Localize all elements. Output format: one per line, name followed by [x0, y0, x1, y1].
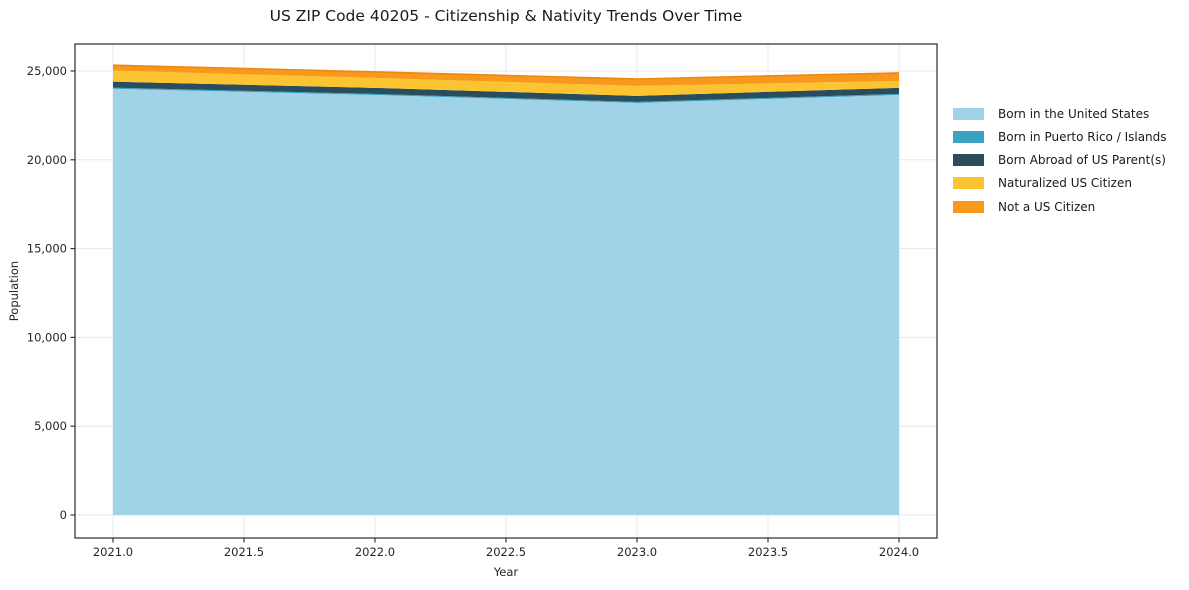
y-tick-label: 20,000 [27, 153, 67, 167]
y-tick-label: 10,000 [27, 330, 67, 344]
legend-label: Born Abroad of US Parent(s) [998, 153, 1166, 168]
y-tick-label: 15,000 [27, 242, 67, 256]
x-axis-label: Year [493, 565, 519, 579]
y-tick-label: 5,000 [34, 419, 67, 433]
legend: Born in the United States Born in Puerto … [953, 106, 1167, 214]
tick-labels: 2021.0 2021.5 2022.0 2022.5 2023.0 2023.5 2024… [27, 64, 919, 559]
y-tick-label: 25,000 [27, 64, 67, 78]
x-tick-label: 2022.5 [486, 545, 526, 559]
x-tick-label: 2023.0 [617, 545, 657, 559]
legend-label: Born in Puerto Rico / Islands [998, 129, 1167, 144]
legend-swatch [953, 130, 984, 143]
legend-label: Naturalized US Citizen [998, 176, 1132, 191]
x-tick-label: 2021.0 [93, 545, 133, 559]
x-tick-label: 2023.5 [748, 545, 788, 559]
stacked-areas [112, 64, 900, 516]
x-tick-label: 2021.5 [224, 545, 264, 559]
legend-label: Born in the United States [998, 106, 1150, 121]
legend-label: Not a US Citizen [998, 199, 1096, 214]
legend-item: Naturalized US Citizen [953, 176, 1167, 191]
area-series [112, 81, 900, 102]
legend-item: Born in the United States [953, 106, 1167, 121]
legend-item: Born in Puerto Rico / Islands [953, 129, 1167, 144]
area-series [112, 88, 900, 516]
legend-item: Born Abroad of US Parent(s) [953, 153, 1167, 168]
x-tick-label: 2022.0 [355, 545, 395, 559]
x-tick-label: 2024.0 [879, 545, 919, 559]
legend-item: Not a US Citizen [953, 199, 1167, 214]
legend-swatch [953, 154, 984, 167]
legend-swatch [953, 200, 984, 213]
chart-title: US ZIP Code 40205 - Citizenship & Nativi… [269, 7, 743, 25]
axis-ticks [70, 70, 900, 543]
y-tick-label: 0 [60, 508, 67, 522]
legend-swatch [953, 107, 984, 120]
area-series [112, 70, 900, 96]
stack-top-edge [112, 64, 900, 80]
legend-swatch [953, 177, 984, 190]
y-axis-label: Population [7, 260, 21, 322]
